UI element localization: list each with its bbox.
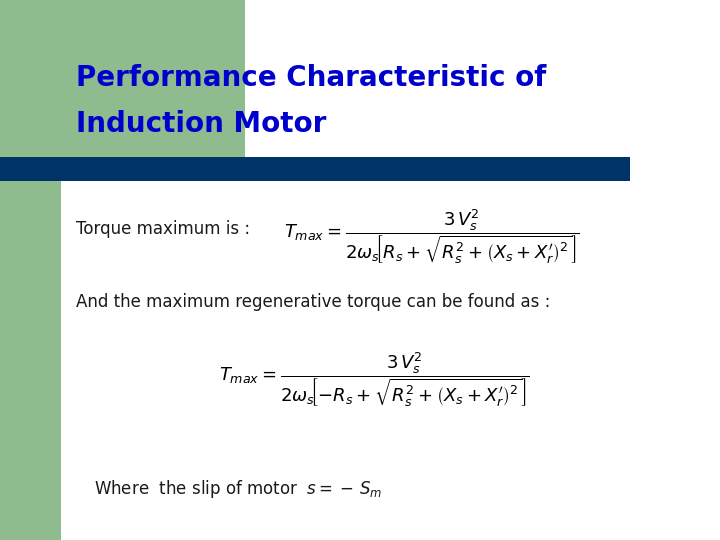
FancyBboxPatch shape <box>0 0 245 165</box>
Text: Torque maximum is :: Torque maximum is : <box>76 220 255 239</box>
Text: $T_{max} = \dfrac{3\,V_{s}^{2}}{2\omega_{s}\!\left[R_{s}+\sqrt{R_{s}^{2}+\left(X: $T_{max} = \dfrac{3\,V_{s}^{2}}{2\omega_… <box>284 208 580 267</box>
Text: Performance Characteristic of: Performance Characteristic of <box>76 64 546 92</box>
Text: $T_{max} = \dfrac{3\,V_{s}^{2}}{2\omega_{s}\!\left[-R_{s}+\sqrt{R_{s}^{2}+\left(: $T_{max} = \dfrac{3\,V_{s}^{2}}{2\omega_… <box>219 351 530 410</box>
FancyBboxPatch shape <box>0 157 630 181</box>
Text: Induction Motor: Induction Motor <box>76 110 326 138</box>
FancyBboxPatch shape <box>0 0 61 540</box>
Text: And the maximum regenerative torque can be found as :: And the maximum regenerative torque can … <box>76 293 550 312</box>
Text: Where  the slip of motor  $s = -\,S_{m}$: Where the slip of motor $s = -\,S_{m}$ <box>94 478 382 500</box>
